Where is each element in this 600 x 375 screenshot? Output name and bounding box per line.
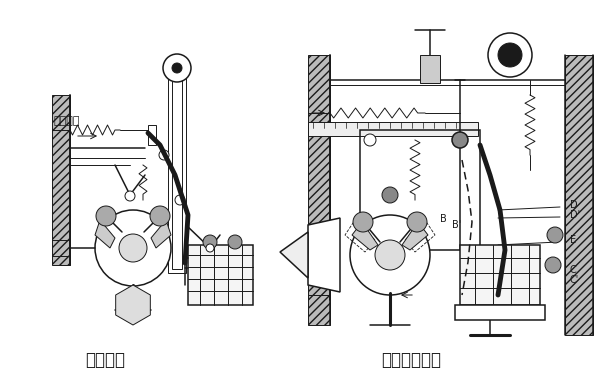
Polygon shape xyxy=(280,232,308,278)
Text: C: C xyxy=(570,265,577,275)
Text: B': B' xyxy=(452,220,461,230)
Text: 最高转速控制: 最高转速控制 xyxy=(381,351,441,369)
Text: 校正工况: 校正工况 xyxy=(85,351,125,369)
Polygon shape xyxy=(95,220,115,248)
Text: E: E xyxy=(570,235,576,245)
Text: C': C' xyxy=(570,275,579,285)
Bar xyxy=(360,130,480,250)
Bar xyxy=(148,125,156,145)
Bar xyxy=(52,95,70,265)
Circle shape xyxy=(547,227,563,243)
Polygon shape xyxy=(151,220,171,248)
Circle shape xyxy=(125,191,135,201)
Text: D': D' xyxy=(570,210,580,220)
Circle shape xyxy=(203,235,217,249)
Circle shape xyxy=(175,195,185,205)
Bar xyxy=(455,305,545,320)
Circle shape xyxy=(407,212,427,232)
Bar xyxy=(172,72,182,269)
Bar xyxy=(188,245,253,305)
Text: B: B xyxy=(440,214,447,224)
Bar xyxy=(565,55,593,335)
Polygon shape xyxy=(352,222,378,250)
Circle shape xyxy=(150,206,170,226)
Circle shape xyxy=(353,212,373,232)
Circle shape xyxy=(375,240,405,270)
Bar xyxy=(308,55,330,300)
Circle shape xyxy=(159,150,169,160)
Circle shape xyxy=(498,43,522,67)
Bar xyxy=(420,55,440,83)
Bar xyxy=(460,245,540,305)
Circle shape xyxy=(382,187,398,203)
Circle shape xyxy=(119,234,147,262)
Circle shape xyxy=(206,244,214,252)
Text: D: D xyxy=(570,200,578,210)
Bar xyxy=(308,295,330,325)
Circle shape xyxy=(452,132,468,148)
Polygon shape xyxy=(402,222,428,250)
Circle shape xyxy=(95,210,171,286)
Circle shape xyxy=(228,235,242,249)
Polygon shape xyxy=(308,218,340,292)
Circle shape xyxy=(172,63,182,73)
Circle shape xyxy=(163,54,191,82)
Polygon shape xyxy=(116,285,151,325)
Circle shape xyxy=(545,257,561,273)
Circle shape xyxy=(364,134,376,146)
Circle shape xyxy=(96,206,116,226)
Bar xyxy=(308,122,478,136)
Bar xyxy=(168,68,186,273)
Text: 减油方向: 减油方向 xyxy=(53,116,79,126)
Circle shape xyxy=(350,215,430,295)
Circle shape xyxy=(488,33,532,77)
